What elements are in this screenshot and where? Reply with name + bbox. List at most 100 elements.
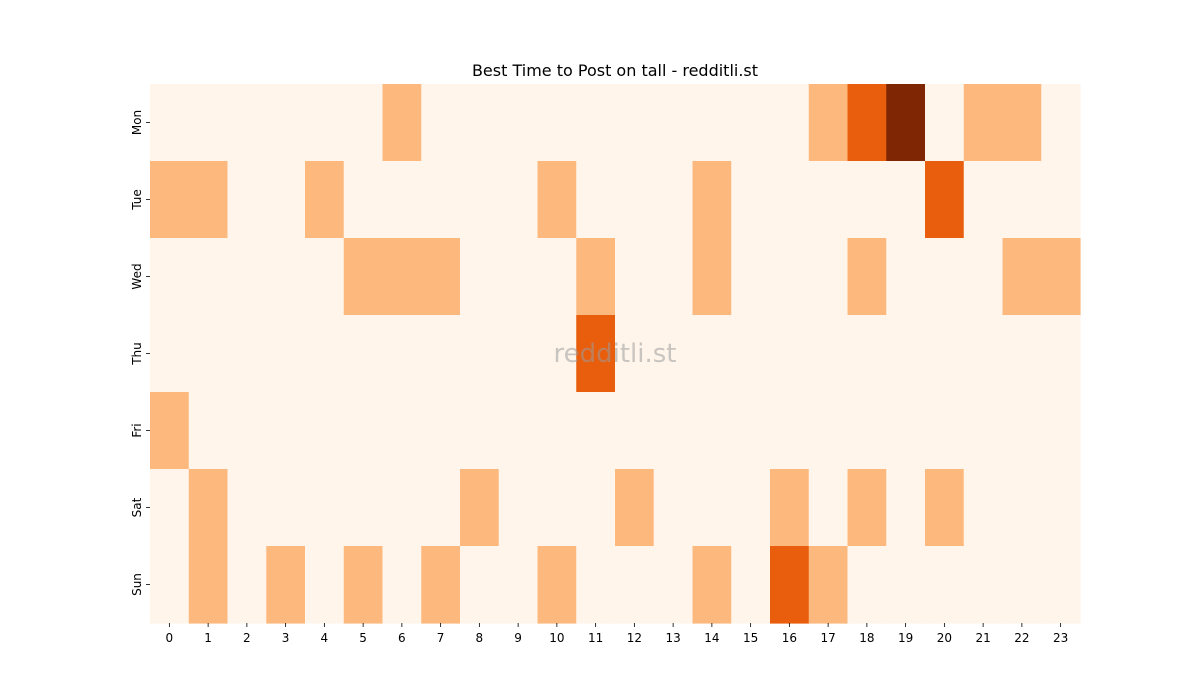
heatmap-cell (188, 315, 229, 393)
heatmap-cell (1041, 238, 1081, 316)
heatmap-cell (1041, 161, 1081, 239)
heatmap-cell (770, 546, 810, 624)
heatmap-cell (188, 469, 229, 547)
heatmap-cell (188, 238, 229, 316)
heatmap-cell (886, 84, 926, 162)
heatmap-cell (808, 238, 849, 316)
chart-title: Best Time to Post on tall - redditli.st (472, 61, 758, 80)
heatmap-cell (150, 315, 190, 393)
heatmap-cell (382, 161, 422, 239)
heatmap-cell (1002, 469, 1042, 547)
heatmap-cell (576, 315, 616, 393)
heatmap-cell (692, 315, 732, 393)
x-tick-label: 13 (665, 631, 680, 645)
heatmap-cell (770, 161, 810, 239)
heatmap-cell (847, 392, 887, 470)
heatmap-cell (343, 315, 384, 393)
heatmap-cell (1041, 546, 1081, 624)
heatmap-cell (847, 315, 887, 393)
heatmap-cell (692, 392, 732, 470)
heatmap-cell (925, 469, 965, 547)
heatmap-cell (808, 315, 849, 393)
heatmap-cell (343, 84, 384, 162)
heatmap-cell (731, 238, 771, 316)
heatmap-cell (808, 161, 849, 239)
heatmap-cell (653, 238, 694, 316)
heatmap-cell (653, 161, 694, 239)
y-tick-label: Tue (130, 189, 144, 211)
heatmap-cell (653, 315, 694, 393)
heatmap-cell (847, 161, 887, 239)
heatmap-cell (963, 315, 1004, 393)
heatmap-cell (886, 315, 926, 393)
heatmap-cell (227, 315, 267, 393)
heatmap-cell (421, 315, 461, 393)
x-tick-label: 18 (859, 631, 874, 645)
heatmap-cell (343, 161, 384, 239)
heatmap-cell (382, 238, 422, 316)
heatmap-cell (576, 84, 616, 162)
x-tick-label: 8 (476, 631, 484, 645)
heatmap-cell (460, 469, 500, 547)
heatmap-cell (227, 392, 267, 470)
x-tick-label: 12 (627, 631, 642, 645)
heatmap-cell (305, 546, 345, 624)
x-tick-label: 6 (398, 631, 406, 645)
x-tick-label: 21 (975, 631, 990, 645)
heatmap-cell (421, 84, 461, 162)
heatmap-cell (305, 161, 345, 239)
heatmap-cell (460, 546, 500, 624)
heatmap-cell (1002, 546, 1042, 624)
heatmap-cell (266, 238, 306, 316)
heatmap-cell (731, 84, 771, 162)
heatmap-cell (1002, 161, 1042, 239)
heatmap-cell (188, 392, 229, 470)
heatmap-cell (847, 84, 887, 162)
heatmap-cell (460, 392, 500, 470)
heatmap-cell (653, 546, 694, 624)
heatmap-cell (925, 315, 965, 393)
y-axis: Mon Tue Wed Thu Fri Sat Sun (130, 110, 150, 596)
heatmap-cell (343, 546, 384, 624)
heatmap-cell (343, 238, 384, 316)
heatmap-cell (886, 392, 926, 470)
heatmap-cell (460, 84, 500, 162)
heatmap-cell (576, 546, 616, 624)
heatmap-cell (576, 238, 616, 316)
heatmap-cell (925, 238, 965, 316)
x-tick-label: 16 (782, 631, 797, 645)
heatmap-cell (266, 84, 306, 162)
heatmap-cell (188, 161, 229, 239)
x-tick-label: 20 (937, 631, 952, 645)
heatmap-cell (692, 546, 732, 624)
heatmap-cell (343, 469, 384, 547)
heatmap-cell (576, 469, 616, 547)
heatmap-cell (537, 392, 577, 470)
heatmap-cell (537, 546, 577, 624)
heatmap-cell (227, 546, 267, 624)
heatmap-cell (731, 315, 771, 393)
heatmap-cell (537, 238, 577, 316)
heatmap-cell (731, 161, 771, 239)
heatmap-cell (266, 161, 306, 239)
heatmap-cell (692, 84, 732, 162)
heatmap-cell (150, 238, 190, 316)
heatmap-cell (963, 84, 1004, 162)
heatmap-cell (770, 315, 810, 393)
x-tick-label: 19 (898, 631, 913, 645)
heatmap-cell (770, 392, 810, 470)
heatmap-cell (382, 315, 422, 393)
heatmap-cell (1002, 315, 1042, 393)
heatmap-cell (150, 161, 190, 239)
heatmap-cell (537, 315, 577, 393)
x-tick-label: 14 (704, 631, 719, 645)
heatmap-cell (150, 392, 190, 470)
heatmap-cell (653, 469, 694, 547)
heatmap-cell (770, 238, 810, 316)
heatmap-cell (150, 546, 190, 624)
heatmap-cell (266, 469, 306, 547)
heatmap-cell (421, 161, 461, 239)
y-tick-label: Fri (130, 423, 144, 437)
heatmap-cell (808, 469, 849, 547)
